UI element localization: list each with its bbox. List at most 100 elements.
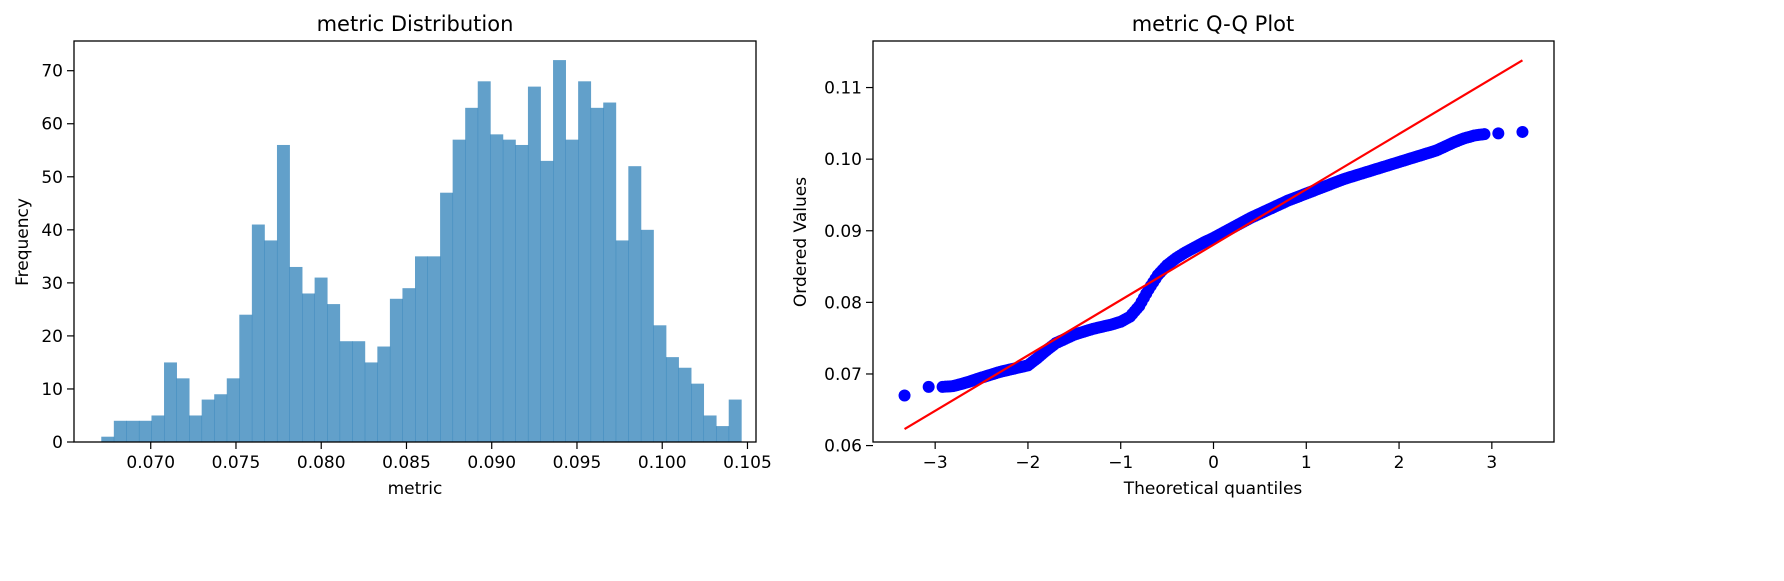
- histogram-y-ticks: 0 10 20 30 40 50 60 70: [41, 62, 74, 453]
- histogram-x-label: metric: [388, 479, 443, 499]
- qq-x-tick-label: 3: [1486, 453, 1497, 473]
- histogram-bar: [226, 378, 240, 442]
- histogram-bar: [477, 81, 491, 443]
- histogram-bar: [653, 325, 667, 442]
- histogram-x-ticks: 0.070 0.075 0.080 0.085 0.090 0.095 0.100 0.105: [126, 442, 772, 473]
- histogram-y-tick-label: 30: [41, 274, 63, 294]
- qq-y-ticks: 0.06 0.07 0.08 0.09 0.10 0.11: [824, 79, 873, 457]
- histogram-bar: [490, 134, 504, 442]
- histogram-x-tick-label: 0.085: [382, 453, 431, 473]
- histogram-bar: [691, 383, 705, 442]
- histogram-x-tick-label: 0.095: [553, 453, 602, 473]
- histogram-x-tick-label: 0.075: [212, 453, 261, 473]
- histogram-bar: [427, 256, 441, 442]
- histogram-bar: [364, 362, 378, 442]
- qq-y-tick-label: 0.08: [824, 293, 862, 313]
- histogram-bar: [678, 367, 692, 442]
- histogram-bar: [189, 415, 203, 442]
- histogram-bar: [126, 420, 140, 442]
- histogram-bar: [540, 160, 554, 442]
- histogram-bar: [214, 394, 228, 442]
- histogram-bar: [302, 293, 316, 442]
- histogram-bar: [201, 399, 215, 442]
- qq-plot-title: metric Q-Q Plot: [1132, 12, 1295, 36]
- histogram-bar: [314, 277, 328, 442]
- histogram-bar: [590, 107, 604, 442]
- qq-y-tick-label: 0.06: [824, 437, 862, 457]
- qq-y-label: Ordered Values: [791, 177, 811, 307]
- histogram-y-tick-label: 70: [41, 62, 63, 82]
- histogram-bar: [402, 288, 416, 442]
- histogram-bar: [640, 229, 654, 442]
- histogram-bar: [327, 304, 341, 442]
- qq-x-tick-label: −2: [1015, 453, 1040, 473]
- qq-y-tick-label: 0.07: [824, 365, 862, 385]
- histogram-title: metric Distribution: [317, 12, 514, 36]
- histogram-bar: [515, 144, 529, 443]
- histogram-panel: metric Distribution 0.070 0.075 0.080 0.085…: [13, 12, 772, 499]
- qq-y-tick-label: 0.11: [824, 79, 862, 99]
- histogram-x-tick-label: 0.105: [723, 453, 772, 473]
- histogram-axes-frame: [73, 40, 757, 443]
- qq-points: [898, 125, 1529, 402]
- histogram-bar: [603, 102, 617, 442]
- qq-x-tick-label: 0: [1208, 453, 1219, 473]
- histogram-bar: [239, 314, 253, 442]
- qq-x-ticks: −3 −2 −1 0 1 2 3: [923, 442, 1497, 473]
- histogram-bar: [440, 192, 454, 442]
- histogram-y-tick-label: 0: [52, 433, 63, 453]
- histogram-bar: [289, 266, 303, 442]
- qq-reference-line: [903, 59, 1524, 431]
- histogram-y-tick-label: 20: [41, 327, 63, 347]
- histogram-bar: [415, 256, 428, 442]
- histogram-bar: [389, 298, 403, 442]
- qq-y-tick-label: 0.09: [824, 222, 862, 242]
- histogram-bar: [276, 144, 290, 443]
- qq-x-tick-label: 1: [1301, 453, 1312, 473]
- histogram-bar: [502, 139, 516, 442]
- qq-y-tick-label: 0.10: [824, 150, 862, 170]
- histogram-bar: [113, 420, 127, 442]
- histogram-bars: [101, 60, 742, 443]
- histogram-bar: [377, 346, 391, 442]
- histogram-bar: [565, 139, 579, 442]
- qq-x-tick-label: −3: [923, 453, 948, 473]
- histogram-x-tick-label: 0.070: [126, 453, 175, 473]
- qq-plot-panel: metric Q-Q Plot −3 −2 −1 0 1 2 3 0.060.070.080…: [791, 12, 1555, 499]
- histogram-bar: [151, 415, 165, 442]
- histogram-bar: [615, 240, 629, 442]
- histogram-x-tick-label: 0.100: [638, 453, 687, 473]
- histogram-bar: [628, 166, 642, 442]
- qq-point: [922, 380, 935, 393]
- histogram-x-tick-label: 0.080: [297, 453, 346, 473]
- histogram-bar: [339, 341, 353, 442]
- histogram-y-tick-label: 10: [41, 380, 63, 400]
- qq-x-label: Theoretical quantiles: [1123, 479, 1303, 499]
- qq-x-tick-label: 2: [1394, 453, 1405, 473]
- histogram-x-tick-label: 0.090: [467, 453, 516, 473]
- histogram-y-tick-label: 50: [41, 168, 63, 188]
- histogram-bar: [164, 362, 177, 442]
- qq-point: [1478, 128, 1491, 141]
- qq-point: [1516, 125, 1529, 138]
- histogram-bar: [138, 420, 152, 442]
- histogram-bar: [728, 399, 742, 442]
- histogram-y-label: Frequency: [13, 198, 33, 286]
- histogram-bar: [251, 224, 265, 442]
- histogram-bar: [352, 341, 366, 442]
- qq-x-tick-label: −1: [1108, 453, 1133, 473]
- histogram-bar: [264, 240, 278, 442]
- histogram-y-tick-label: 60: [41, 115, 63, 135]
- qq-point: [1492, 127, 1505, 140]
- histogram-bar: [101, 436, 115, 442]
- histogram-bar: [703, 415, 717, 442]
- histogram-bar: [527, 86, 541, 443]
- histogram-bar: [716, 426, 730, 442]
- qq-point: [898, 389, 911, 402]
- histogram-bar: [553, 60, 566, 442]
- histogram-y-tick-label: 40: [41, 221, 63, 241]
- histogram-bar: [578, 81, 592, 443]
- histogram-bar: [665, 357, 679, 442]
- histogram-bar: [176, 378, 190, 442]
